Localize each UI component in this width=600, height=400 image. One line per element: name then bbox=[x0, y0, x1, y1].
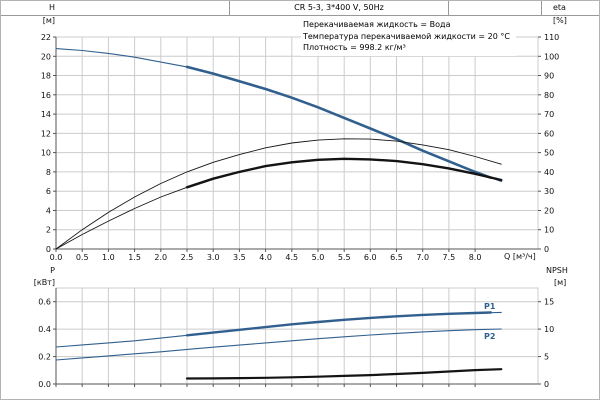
chart-title: CR 5-3, 3*400 V, 50Hz bbox=[294, 3, 384, 12]
chart-title-box: CR 5-3, 3*400 V, 50Hz bbox=[229, 1, 449, 15]
xtick-label: 2.5 bbox=[181, 253, 194, 262]
xtick-label: 3.0 bbox=[207, 253, 220, 262]
annotation-temperature: Температура перекачиваемой жидкости = 20… bbox=[303, 31, 510, 41]
header-divider: CR 5-3, 3*400 V, 50Hz bbox=[1, 1, 599, 16]
fluid-annotations: Перекачиваемая жидкость = Вода Температу… bbox=[301, 18, 516, 56]
chart-power: 0.0 0.2 0.4 0.6 0 5 10 15 bbox=[38, 287, 554, 389]
ytick-left-label: 16 bbox=[41, 91, 51, 100]
xtick-label: 7.0 bbox=[416, 253, 429, 262]
p-axis-unit: [кВт] bbox=[33, 278, 55, 287]
header-separator bbox=[541, 1, 542, 15]
chart-head: 0 2 4 6 8 10 12 14 16 18 20 22 0 10 20 30 40 50 60 70 80 90 10… bbox=[41, 33, 559, 262]
eta-axis-unit: [%] bbox=[553, 16, 567, 25]
ytick-right-label: 20 bbox=[544, 207, 554, 216]
p-axis-label: P bbox=[50, 266, 55, 275]
ytick-right-label: 40 bbox=[544, 168, 554, 177]
ytick-left-label: 14 bbox=[41, 110, 51, 119]
ytick-right-label: 90 bbox=[544, 72, 554, 81]
xtick-label: 1.5 bbox=[128, 253, 141, 262]
ytick-right-label: 70 bbox=[544, 110, 554, 119]
h-axis-unit: [м] bbox=[42, 16, 55, 25]
head-curve bbox=[55, 48, 502, 183]
ytick-right-label: 10 bbox=[544, 325, 554, 334]
ytick-left-label: 22 bbox=[41, 33, 51, 42]
p1-curve-duty bbox=[185, 311, 492, 337]
ytick-left-label: 18 bbox=[41, 72, 51, 81]
head-curve-duty bbox=[185, 65, 493, 179]
ytick-right-label: 100 bbox=[544, 52, 559, 61]
ytick-left-label: 10 bbox=[41, 149, 51, 158]
eta-axis-label: eta bbox=[553, 3, 566, 12]
npsh-curve bbox=[185, 368, 503, 380]
npsh-axis-unit: [м] bbox=[554, 278, 567, 287]
xtick-label: 1.0 bbox=[102, 253, 115, 262]
ytick-right-label: 30 bbox=[544, 187, 554, 196]
annotation-density: Плотность = 998.2 кг/м³ bbox=[303, 43, 406, 52]
q-axis-label: Q [м³/ч] bbox=[504, 252, 536, 261]
xtick-label: 2.0 bbox=[154, 253, 167, 262]
xtick-label: 7.5 bbox=[443, 253, 456, 262]
ytick-right-label: 60 bbox=[544, 129, 554, 138]
xtick-label: 5.0 bbox=[312, 253, 325, 262]
h-axis-label: H bbox=[48, 3, 55, 12]
npsh-axis-label: NPSH bbox=[546, 266, 568, 275]
ytick-right-label: 5 bbox=[544, 353, 549, 362]
ytick-right-label: 15 bbox=[544, 298, 554, 307]
ytick-left-label: 8 bbox=[46, 168, 51, 177]
p2-curve-label: P2 bbox=[484, 332, 496, 341]
xtick-label: 0.5 bbox=[76, 253, 89, 262]
ytick-left-label: 6 bbox=[46, 187, 51, 196]
ytick-right-label: 50 bbox=[544, 149, 554, 158]
eta-pump-curve bbox=[55, 138, 502, 250]
ytick-left-label: 0 bbox=[46, 245, 51, 254]
ytick-right-label: 80 bbox=[544, 91, 554, 100]
plot-frame bbox=[55, 36, 539, 250]
xtick-label: 6.5 bbox=[390, 253, 403, 262]
ytick-left-label: 0.4 bbox=[38, 325, 51, 334]
xtick-label: 4.0 bbox=[259, 253, 272, 262]
p1-curve-label: P1 bbox=[484, 302, 496, 311]
ytick-left-label: 2 bbox=[46, 226, 51, 235]
annotation-fluid: Перекачиваемая жидкость = Вода bbox=[303, 20, 451, 29]
ytick-right-label: 0 bbox=[544, 380, 549, 389]
xtick-label: 4.5 bbox=[285, 253, 298, 262]
xtick-label: 8.0 bbox=[469, 253, 482, 262]
xtick-label: 6.0 bbox=[364, 253, 377, 262]
ytick-right-label: 10 bbox=[544, 226, 554, 235]
ytick-left-label: 0.2 bbox=[38, 353, 51, 362]
ytick-left-label: 0.0 bbox=[38, 380, 51, 389]
ytick-left-label: 0.6 bbox=[38, 298, 51, 307]
ytick-left-label: 4 bbox=[46, 207, 51, 216]
p2-curve bbox=[55, 328, 502, 361]
eta-duty-curve bbox=[185, 157, 503, 189]
ytick-left-label: 20 bbox=[41, 52, 51, 61]
ytick-right-label: 110 bbox=[544, 33, 559, 42]
xtick-label: 0.0 bbox=[50, 253, 63, 262]
xtick-label: 3.5 bbox=[233, 253, 246, 262]
ytick-left-label: 12 bbox=[41, 129, 51, 138]
ytick-right-label: 0 bbox=[544, 245, 549, 254]
xtick-label: 5.5 bbox=[338, 253, 351, 262]
